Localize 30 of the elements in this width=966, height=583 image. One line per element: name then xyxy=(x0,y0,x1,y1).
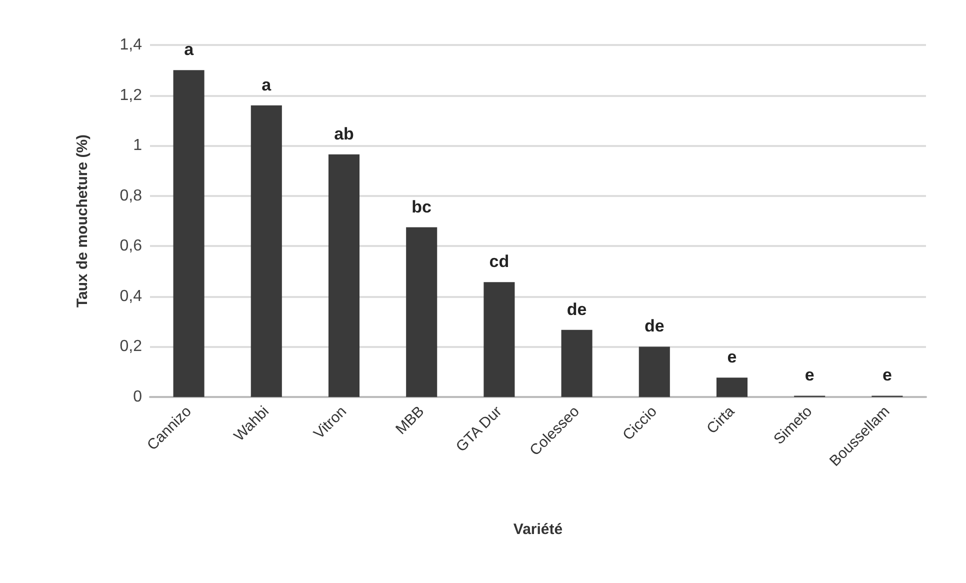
annotation: ab xyxy=(334,124,354,144)
bar xyxy=(173,70,204,397)
y-tick-label: 0 xyxy=(133,388,142,406)
y-axis-title: Taux de moucheture (%) xyxy=(74,134,91,308)
y-tick-label: 1 xyxy=(133,137,142,154)
y-tick-label: 1,4 xyxy=(120,36,142,54)
bar xyxy=(484,282,515,397)
annotation: de xyxy=(644,316,664,336)
annotation: cd xyxy=(489,252,510,272)
x-tick-label: Cirta xyxy=(704,402,738,438)
annotation: e xyxy=(727,348,737,367)
bar xyxy=(328,154,360,397)
bar xyxy=(561,330,592,397)
y-tick-label: 1,2 xyxy=(120,86,142,104)
bar xyxy=(638,346,670,397)
y-tick-label: 0,2 xyxy=(120,338,142,356)
y-tick-label: 0,6 xyxy=(120,238,142,255)
annotation: a xyxy=(184,40,194,60)
bar xyxy=(716,378,748,397)
bar xyxy=(250,105,282,397)
annotation: de xyxy=(566,300,587,319)
annotation: e xyxy=(882,366,892,385)
x-axis-title: Variété xyxy=(513,521,563,538)
bar xyxy=(406,227,438,397)
annotation: a xyxy=(262,75,272,94)
annotation: bc xyxy=(412,197,432,216)
y-tick-label: 0,4 xyxy=(120,288,142,305)
annotation: e xyxy=(804,366,814,385)
y-tick-label: 0,8 xyxy=(120,187,142,204)
x-tick-label: GTA Dur xyxy=(452,402,506,456)
